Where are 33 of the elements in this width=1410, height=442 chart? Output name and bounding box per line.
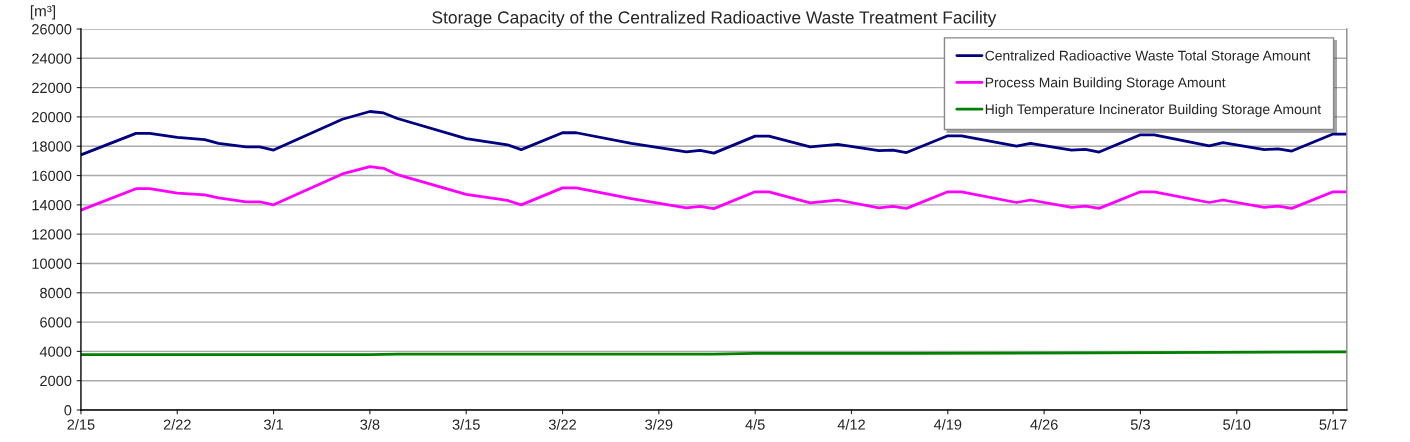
y-tick-label: 0: [64, 405, 72, 416]
y-tick-label: 24000: [32, 53, 72, 64]
y-tick-label: 18000: [32, 141, 72, 152]
x-tick-label: 3/1: [263, 419, 283, 430]
y-tick-label: 22000: [32, 82, 72, 94]
legend-label: Centralized Radioactive Waste Total Storage Amount: [985, 50, 1311, 64]
x-tick-label: 5/10: [1223, 419, 1251, 430]
x-tick-label: 2/15: [67, 419, 95, 430]
y-tick-label: 4000: [39, 346, 72, 357]
legend-label: High Temperature Incinerator Building Storage Amount: [985, 104, 1321, 117]
x-tick-label: 3/22: [548, 419, 576, 430]
x-tick-label: 2/22: [163, 419, 191, 430]
y-tick-label: 10000: [32, 258, 72, 269]
y-tick-label: 12000: [32, 229, 72, 240]
y-tick-label: 14000: [32, 199, 72, 211]
x-tick-label: 5/3: [1130, 419, 1150, 430]
x-tick-label: 4/26: [1030, 419, 1058, 430]
chart-title: Storage Capacity of the Centralized Radioactive Waste Treatment Facility: [432, 10, 997, 28]
x-tick-label: 4/5: [745, 419, 765, 430]
x-tick-label: 4/19: [933, 419, 962, 430]
y-tick-label: 2000: [40, 375, 72, 387]
x-tick-label: 3/29: [645, 419, 673, 430]
x-tick-label: 3/8: [360, 419, 380, 430]
y-tick-label: 20000: [32, 112, 72, 123]
x-tick-label: 3/15: [452, 419, 480, 430]
x-tick-label: 5/17: [1319, 419, 1347, 430]
y-tick-label: 26000: [32, 24, 72, 35]
y-tick-label: 16000: [32, 170, 72, 181]
y-tick-label: 8000: [40, 287, 72, 299]
x-tick-label: 4/12: [837, 419, 865, 430]
y-tick-label: 6000: [40, 317, 72, 328]
legend-label: Process Main Building Storage Amount: [985, 77, 1226, 91]
y-axis-title: [m³]: [30, 5, 56, 20]
